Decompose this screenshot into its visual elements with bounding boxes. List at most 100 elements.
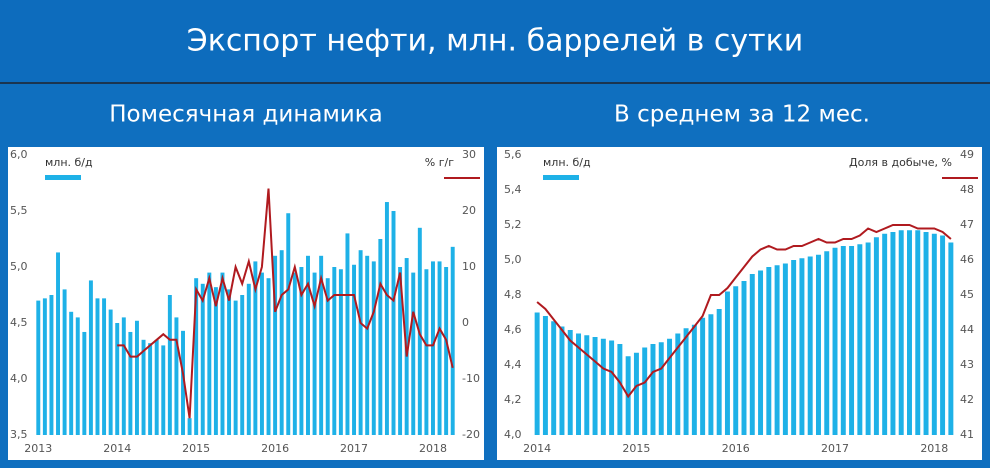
y2-tick-label: -20	[462, 428, 480, 441]
bar	[220, 272, 225, 435]
bar	[88, 280, 93, 435]
bar	[306, 255, 310, 435]
chart-title: В среднем за 12 мес.	[614, 102, 870, 128]
y-tick-label: 6,0	[10, 148, 28, 161]
bar	[121, 317, 126, 435]
bar	[338, 269, 343, 435]
legend-label: Доля в добыче, %	[849, 156, 952, 169]
bar	[194, 278, 199, 435]
bar	[609, 340, 615, 435]
bar	[774, 265, 780, 435]
bar	[286, 213, 291, 435]
bar	[782, 263, 788, 435]
bar	[799, 258, 805, 435]
bar	[167, 295, 172, 435]
bar	[134, 320, 139, 435]
y2-tick-label: 30	[462, 148, 476, 161]
bar	[115, 323, 120, 435]
y-tick-label: 4,2	[504, 393, 522, 406]
bar	[378, 239, 383, 435]
y-tick-label: 5,0	[10, 260, 28, 273]
bar	[791, 260, 797, 435]
bar	[95, 298, 100, 435]
bar	[398, 267, 403, 435]
bar	[741, 281, 747, 435]
bar	[424, 269, 429, 435]
bar	[882, 233, 888, 435]
bar	[873, 237, 879, 435]
legend-label: млн. б/д	[543, 156, 591, 169]
bar	[551, 321, 557, 435]
bar	[75, 317, 80, 435]
bar	[56, 252, 60, 435]
bar	[253, 261, 258, 435]
x-tick-label: 2014	[103, 442, 131, 455]
bar	[633, 352, 639, 435]
bar	[411, 272, 416, 435]
x-tick-label: 2017	[821, 442, 849, 455]
y-tick-label: 4,8	[504, 288, 522, 301]
bar	[865, 242, 871, 435]
x-tick-label: 2015	[622, 442, 650, 455]
bar	[365, 255, 370, 435]
bar	[431, 261, 435, 435]
bar	[915, 230, 921, 435]
bar	[733, 286, 739, 435]
title-band	[0, 0, 990, 82]
bar	[49, 295, 54, 435]
bar	[128, 331, 133, 435]
x-tick-label: 2017	[340, 442, 368, 455]
chart-title: Помесячная динамика	[109, 102, 382, 128]
bar	[292, 272, 297, 435]
bar	[384, 202, 389, 435]
bar	[890, 232, 896, 435]
bar	[584, 335, 590, 435]
y2-tick-label: 43	[960, 358, 974, 371]
bar	[576, 333, 581, 435]
bar	[82, 331, 87, 435]
bar	[227, 289, 232, 435]
bar	[691, 324, 697, 435]
bar	[559, 326, 565, 435]
bar	[279, 250, 284, 435]
bar	[642, 347, 648, 435]
bar	[724, 291, 730, 435]
y-tick-label: 4,6	[504, 323, 522, 336]
y2-tick-label: 42	[960, 393, 974, 406]
bar	[948, 242, 954, 435]
x-tick-label: 2016	[261, 442, 289, 455]
bar	[675, 333, 681, 435]
y2-tick-label: 49	[960, 148, 974, 161]
bar	[102, 298, 107, 435]
line	[536, 224, 952, 399]
bar	[849, 246, 855, 435]
bar	[325, 278, 330, 435]
bar	[299, 267, 304, 435]
legend-label: % г/г	[425, 156, 454, 169]
bar	[807, 256, 813, 435]
bar	[352, 264, 357, 435]
y2-tick-label: 0	[462, 316, 469, 329]
y-tick-label: 5,6	[504, 148, 522, 161]
y-tick-label: 4,0	[504, 428, 522, 441]
bar	[345, 233, 350, 435]
bar	[758, 270, 764, 435]
bar	[259, 272, 264, 435]
bar	[534, 312, 540, 435]
bar	[213, 287, 218, 435]
x-tick-label: 2018	[920, 442, 948, 455]
bar	[766, 267, 772, 435]
bar	[108, 309, 113, 435]
bar	[181, 330, 185, 435]
bar	[391, 211, 396, 435]
bar	[708, 314, 714, 435]
x-tick-label: 2015	[182, 442, 210, 455]
bar	[617, 344, 623, 435]
bar	[716, 309, 722, 435]
bar	[371, 261, 376, 435]
y-tick-label: 4,4	[504, 358, 522, 371]
bar	[749, 274, 755, 435]
bar	[69, 311, 74, 435]
bar	[240, 295, 245, 435]
bar	[437, 261, 442, 435]
